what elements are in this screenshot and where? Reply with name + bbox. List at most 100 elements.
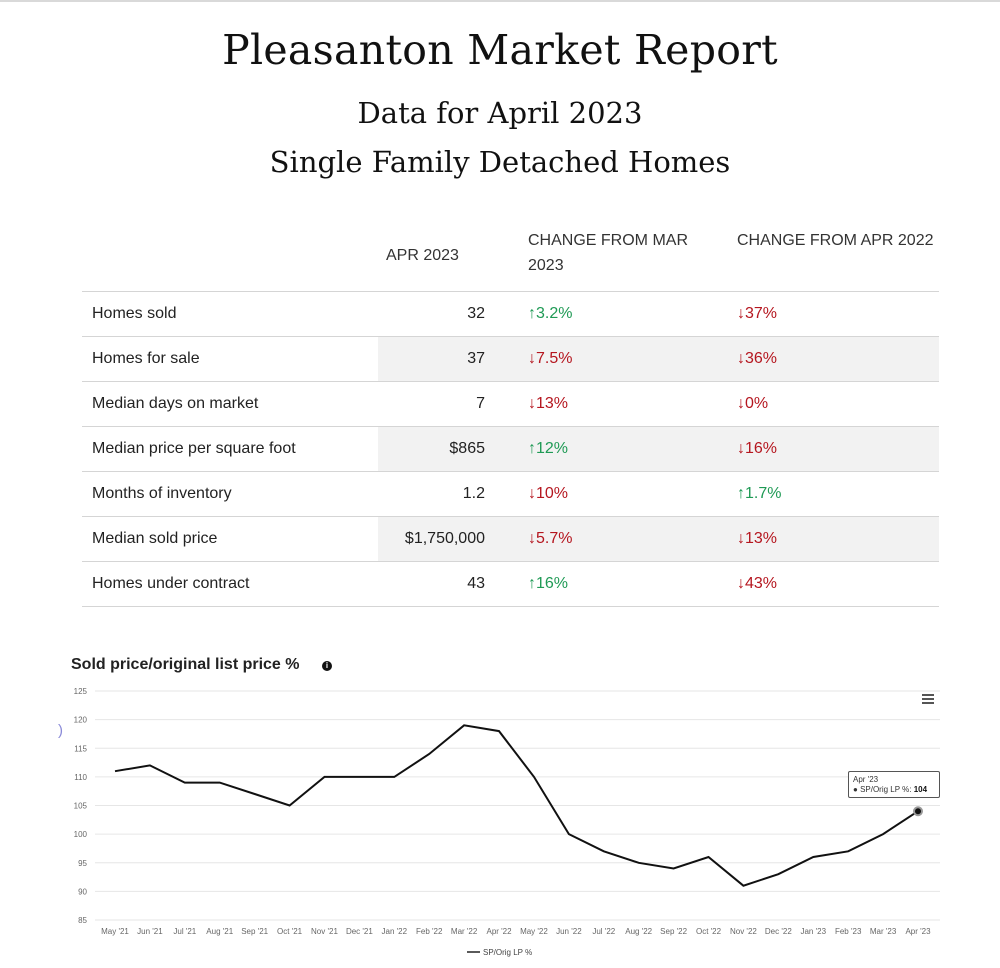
- x-tick-label: Dec '22: [765, 927, 792, 936]
- x-tick-label: Dec '21: [346, 927, 373, 936]
- row-value: 32: [378, 291, 497, 337]
- x-tick-label: Jul '21: [173, 927, 196, 936]
- tooltip-value-line: ● SP/Orig LP %: 104: [853, 785, 928, 794]
- arrow-down-icon: ↓: [737, 395, 745, 412]
- row-change-mom: ↑3.2%: [497, 291, 706, 337]
- top-divider: [0, 0, 1000, 2]
- change-value: 13%: [536, 395, 569, 412]
- row-label: Median sold price: [82, 516, 378, 562]
- table-row: Months of inventory 1.2 ↓10% ↑1.7%: [82, 471, 939, 517]
- change-value: 3.2%: [536, 305, 573, 322]
- change-value: 10%: [536, 485, 569, 502]
- header-label-col: [82, 220, 378, 292]
- x-tick-label: May '21: [101, 927, 129, 936]
- x-tick-label: Sep '22: [660, 927, 687, 936]
- row-value: 37: [378, 336, 497, 382]
- x-tick-label: Mar '22: [451, 927, 478, 936]
- legend[interactable]: SP/Orig LP %: [467, 948, 532, 957]
- table-body: Homes sold 32 ↑3.2% ↓37% Homes for sale 37 ↓7.…: [82, 291, 939, 607]
- chart-tooltip: Apr '23 ● SP/Orig LP %: 104: [848, 771, 940, 798]
- row-change-mom: ↑12%: [497, 426, 706, 472]
- x-tick-label: Jul '22: [592, 927, 615, 936]
- table-row: Homes under contract 43 ↑16% ↓43%: [82, 561, 939, 607]
- row-change-yoy: ↓0%: [706, 381, 939, 427]
- y-tick-label: 105: [74, 802, 88, 811]
- row-change-yoy: ↓43%: [706, 561, 939, 607]
- legend-series-label: SP/Orig LP %: [483, 948, 532, 957]
- arrow-down-icon: ↓: [737, 440, 745, 457]
- table-header-row: APR 2023 CHANGE FROM MAR 2023 CHANGE FRO…: [82, 220, 939, 292]
- row-value: 43: [378, 561, 497, 607]
- header-change-apr: CHANGE FROM APR 2022: [737, 232, 934, 249]
- tooltip-series: SP/Orig LP %:: [860, 785, 912, 794]
- x-tick-label: Jan '22: [382, 927, 408, 936]
- x-tick-label: Feb '23: [835, 927, 862, 936]
- row-change-yoy: ↓13%: [706, 516, 939, 562]
- x-tick-label: Oct '22: [696, 927, 722, 936]
- row-change-mom: ↑16%: [497, 561, 706, 607]
- change-value: 0%: [745, 395, 769, 412]
- table-row: Median sold price $1,750,000 ↓5.7% ↓13%: [82, 516, 939, 562]
- change-value: 13%: [745, 530, 778, 547]
- row-label: Homes for sale: [82, 336, 378, 382]
- row-label: Months of inventory: [82, 471, 378, 517]
- x-tick-label: Apr '23: [905, 927, 931, 936]
- header-change-mar: CHANGE FROM MAR 2023: [528, 232, 688, 274]
- y-tick-label: 120: [74, 716, 88, 725]
- row-change-yoy: ↓37%: [706, 291, 939, 337]
- edge-bracket-icon: ): [58, 722, 63, 739]
- change-value: 16%: [745, 440, 778, 457]
- x-tick-label: Nov '21: [311, 927, 338, 936]
- row-change-mom: ↓5.7%: [497, 516, 706, 562]
- tooltip-value: 104: [913, 785, 928, 794]
- x-tick-label: May '22: [520, 927, 548, 936]
- change-value: 12%: [536, 440, 569, 457]
- change-value: 43%: [745, 575, 778, 592]
- arrow-down-icon: ↓: [737, 350, 745, 367]
- change-value: 16%: [536, 575, 569, 592]
- row-change-mom: ↓13%: [497, 381, 706, 427]
- arrow-up-icon: ↑: [528, 575, 536, 592]
- y-tick-label: 85: [78, 916, 87, 925]
- change-value: 37%: [745, 305, 778, 322]
- row-change-yoy: ↑1.7%: [706, 471, 939, 517]
- arrow-down-icon: ↓: [528, 530, 536, 547]
- table-row: Homes sold 32 ↑3.2% ↓37%: [82, 291, 939, 337]
- arrow-up-icon: ↑: [528, 305, 536, 322]
- row-value: $1,750,000: [378, 516, 497, 562]
- arrow-down-icon: ↓: [528, 350, 536, 367]
- row-label: Homes under contract: [82, 561, 378, 607]
- market-stats-table: APR 2023 CHANGE FROM MAR 2023 CHANGE FRO…: [82, 220, 939, 607]
- change-value: 5.7%: [536, 530, 573, 547]
- x-tick-label: Feb '22: [416, 927, 443, 936]
- info-icon[interactable]: i: [322, 661, 332, 671]
- x-tick-label: Aug '21: [206, 927, 233, 936]
- row-value: $865: [378, 426, 497, 472]
- table-row: Median price per square foot $865 ↑12% ↓16%: [82, 426, 939, 472]
- change-value: 7.5%: [536, 350, 573, 367]
- line-chart: 85 90 95 100 105 110 115 120 125 May '21 Jun '21 J…: [74, 687, 940, 957]
- hover-point[interactable]: [913, 806, 923, 817]
- row-label: Median days on market: [82, 381, 378, 427]
- table-row: Median days on market 7 ↓13% ↓0%: [82, 381, 939, 427]
- row-change-mom: ↓7.5%: [497, 336, 706, 382]
- row-value: 7: [378, 381, 497, 427]
- x-tick-label: Jun '22: [556, 927, 582, 936]
- hamburger-menu-icon[interactable]: [922, 694, 934, 704]
- y-tick-label: 115: [74, 744, 87, 753]
- arrow-down-icon: ↓: [737, 575, 745, 592]
- tooltip-date: Apr '23: [853, 775, 879, 784]
- row-label: Homes sold: [82, 291, 378, 337]
- y-tick-label: 125: [74, 687, 88, 696]
- table-row: Homes for sale 37 ↓7.5% ↓36%: [82, 336, 939, 382]
- property-type: Single Family Detached Homes: [269, 145, 731, 179]
- y-tick-label: 100: [74, 830, 88, 839]
- y-tick-label: 95: [78, 859, 87, 868]
- x-tick-label: Apr '22: [486, 927, 512, 936]
- x-tick-label: Nov '22: [730, 927, 757, 936]
- arrow-down-icon: ↓: [528, 485, 536, 502]
- row-change-yoy: ↓16%: [706, 426, 939, 472]
- x-tick-label: Oct '21: [277, 927, 303, 936]
- series-line: [114, 724, 919, 887]
- row-change-yoy: ↓36%: [706, 336, 939, 382]
